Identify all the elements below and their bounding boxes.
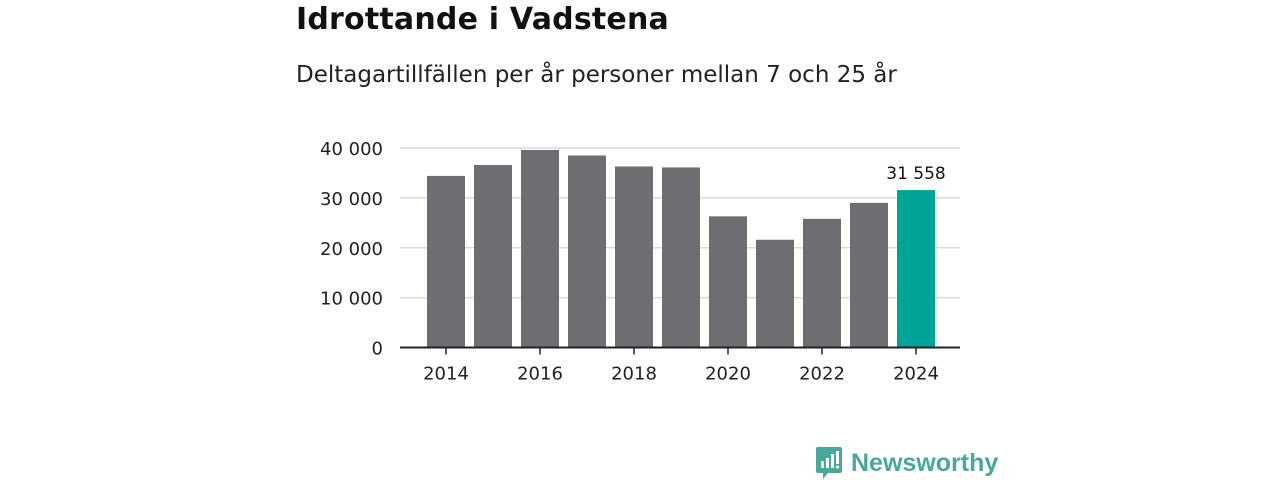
x-tick-label: 2024 [893, 364, 939, 385]
bar-2020 [709, 216, 747, 348]
x-tick-label: 2014 [423, 364, 469, 385]
bar-2019 [662, 167, 700, 348]
x-tick-label: 2020 [705, 364, 751, 385]
bar-2024 [897, 190, 935, 348]
bar-2016 [521, 149, 559, 348]
y-tick-label: 10 000 [320, 289, 383, 310]
bar-2021 [756, 239, 794, 348]
x-tick-label: 2016 [517, 364, 563, 385]
chart-subtitle: Deltagartillfällen per år personer mella… [296, 62, 897, 88]
x-tick-label: 2018 [611, 364, 657, 385]
brand-logo: Newsworthy [815, 446, 998, 480]
bar-2015 [474, 164, 512, 348]
bar-2023 [850, 202, 888, 348]
bar-2017 [568, 155, 606, 348]
chart-title: Idrottande i Vadstena [296, 2, 669, 37]
y-tick-label: 20 000 [320, 239, 383, 260]
data-label: 31 558 [886, 164, 945, 184]
y-tick-label: 40 000 [320, 139, 383, 160]
y-tick-label: 30 000 [320, 189, 383, 210]
brand-name: Newsworthy [851, 448, 999, 477]
x-tick-label: 2022 [799, 364, 845, 385]
bar-2018 [615, 166, 653, 348]
bar-2022 [803, 218, 841, 348]
bar-2014 [427, 175, 465, 348]
newsworthy-logo-icon [816, 447, 842, 479]
bar-chart: 0 10 000 20 000 30 000 40 000 31 558 2014 2016 2… [320, 139, 960, 385]
y-tick-label: 0 [372, 339, 383, 360]
